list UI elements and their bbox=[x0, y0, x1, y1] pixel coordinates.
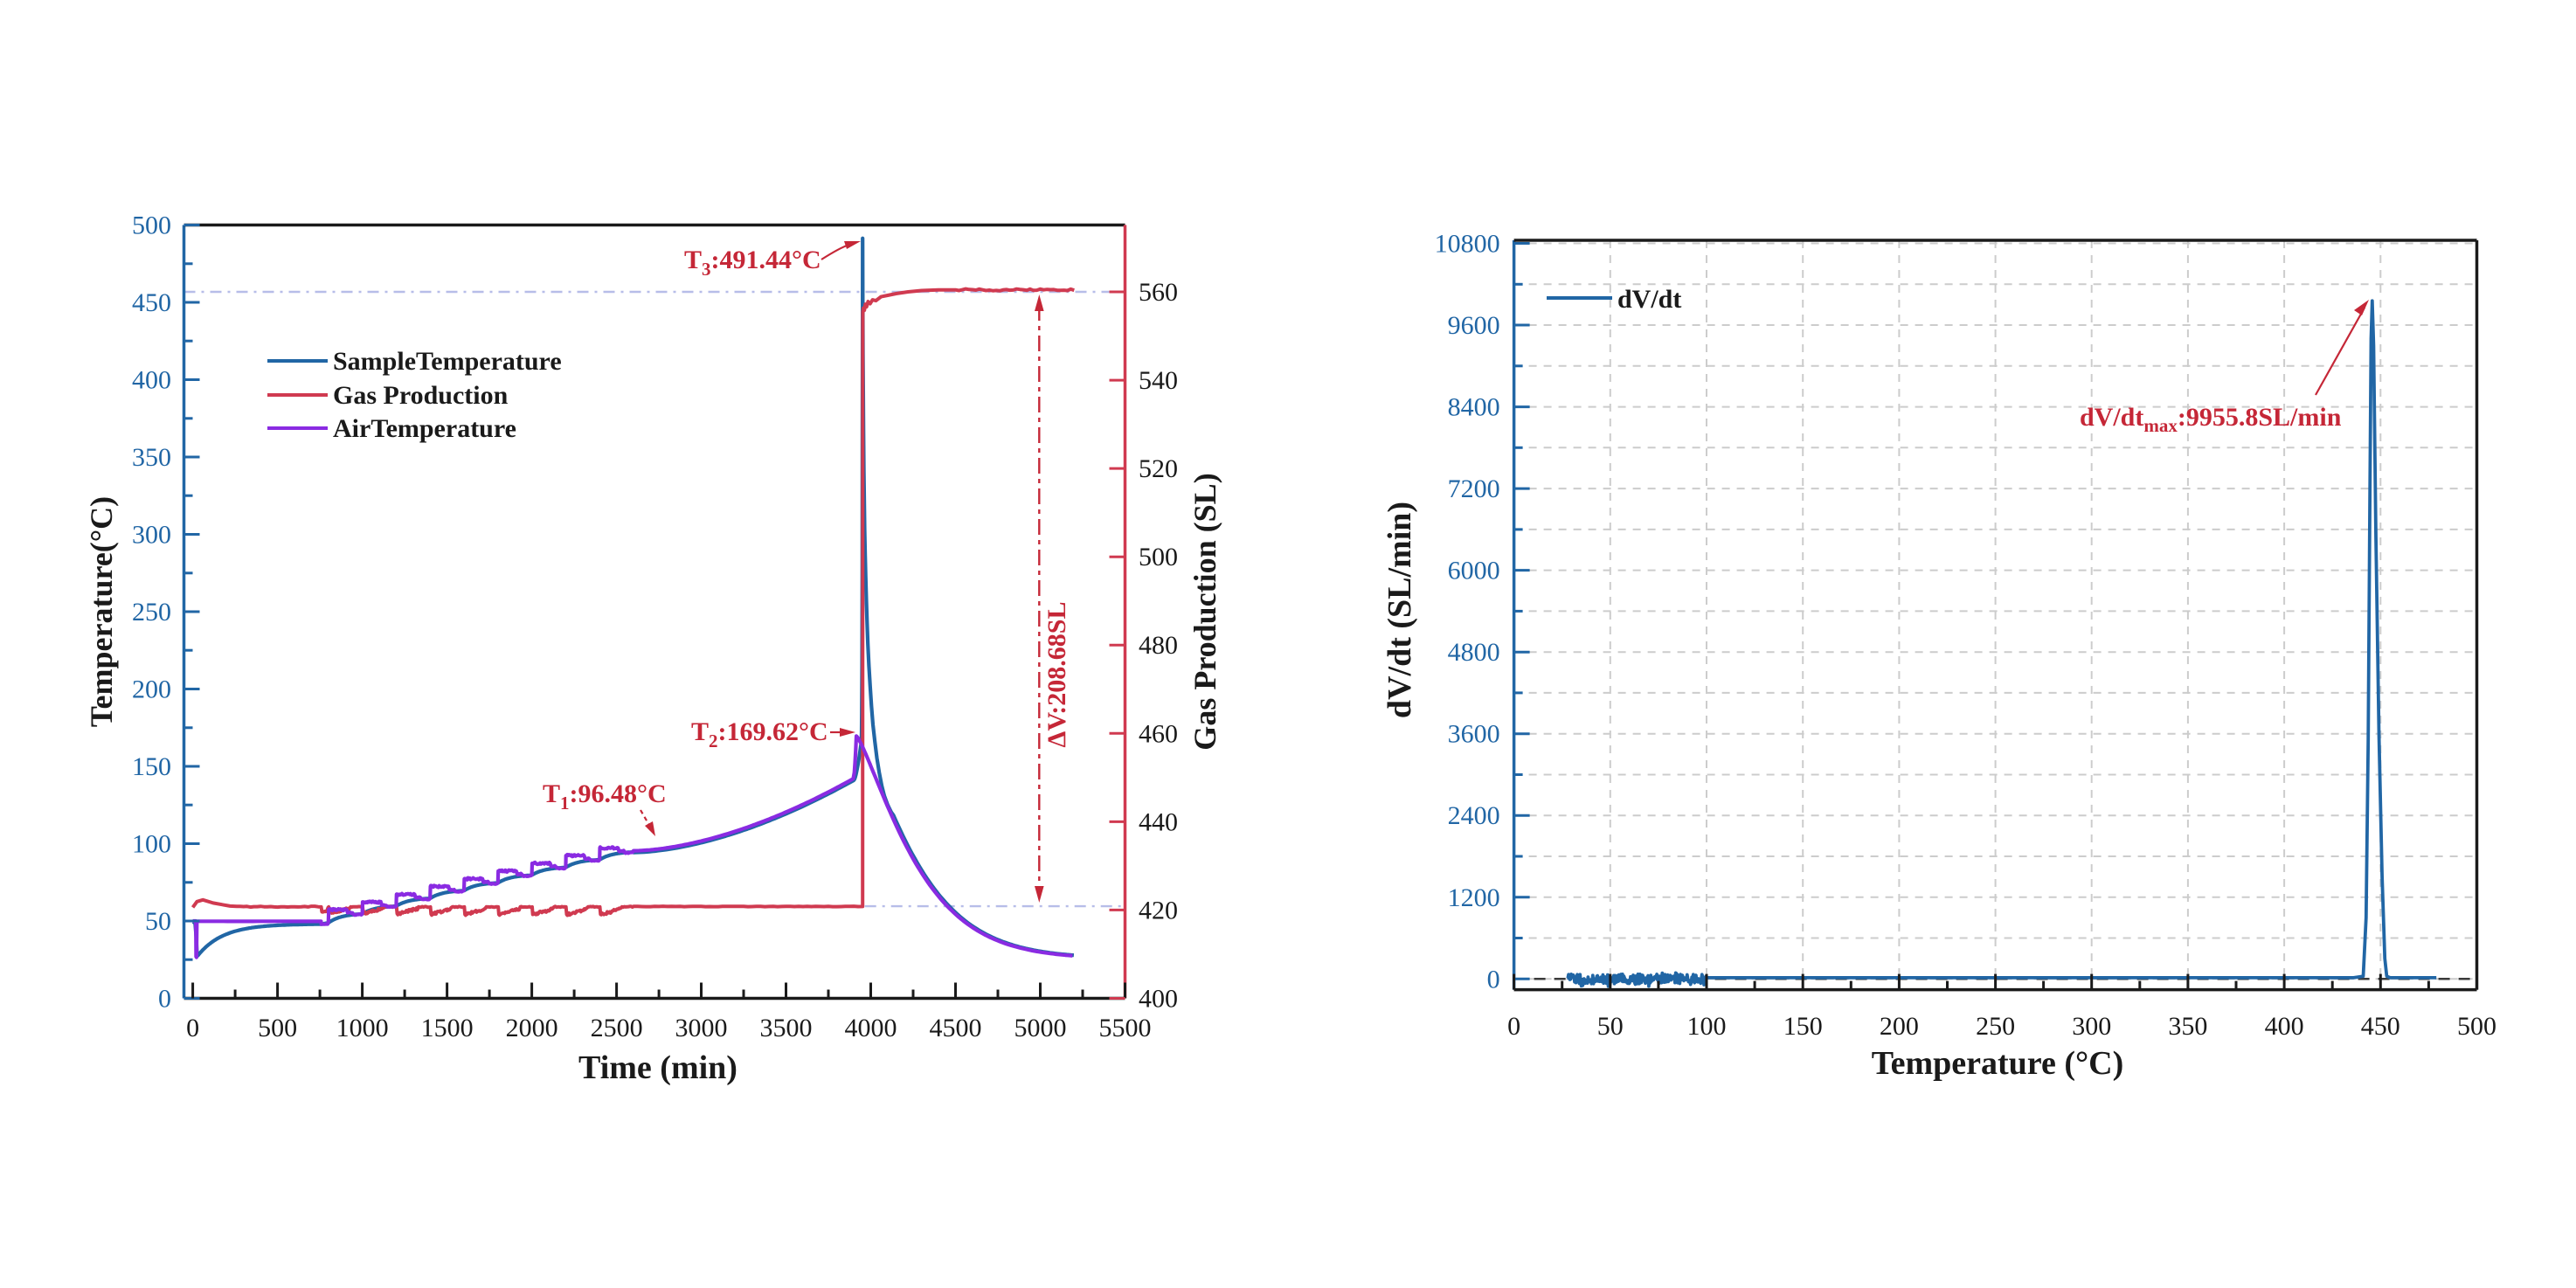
svg-text:9600: 9600 bbox=[1448, 311, 1500, 340]
svg-text:300: 300 bbox=[2072, 1012, 2111, 1041]
svg-text:dV/dt (SL/min): dV/dt (SL/min) bbox=[1381, 502, 1418, 718]
svg-text:50: 50 bbox=[1597, 1012, 1624, 1041]
svg-text:500: 500 bbox=[1139, 543, 1178, 571]
svg-text:4800: 4800 bbox=[1448, 638, 1500, 667]
svg-text:540: 540 bbox=[1139, 366, 1178, 395]
svg-text:Temperature(°C): Temperature(°C) bbox=[84, 496, 119, 727]
svg-text:150: 150 bbox=[132, 752, 171, 781]
svg-text:2000: 2000 bbox=[506, 1014, 558, 1042]
svg-text:ΔV:208.68SL: ΔV:208.68SL bbox=[1042, 602, 1071, 748]
svg-text:520: 520 bbox=[1139, 454, 1178, 483]
svg-text:400: 400 bbox=[132, 366, 171, 395]
svg-text:T2:169.62°C: T2:169.62°C bbox=[691, 717, 828, 751]
svg-text:SampleTemperature: SampleTemperature bbox=[333, 347, 562, 376]
svg-text:3500: 3500 bbox=[760, 1014, 813, 1042]
svg-text:8400: 8400 bbox=[1448, 393, 1500, 422]
svg-text:460: 460 bbox=[1139, 719, 1178, 748]
svg-text:Temperature (°C): Temperature (°C) bbox=[1872, 1045, 2124, 1082]
svg-text:1200: 1200 bbox=[1448, 883, 1500, 912]
svg-text:0: 0 bbox=[186, 1014, 199, 1042]
svg-text:4500: 4500 bbox=[930, 1014, 982, 1042]
svg-text:Time (min): Time (min) bbox=[578, 1049, 737, 1086]
svg-text:Gas Production: Gas Production bbox=[333, 381, 509, 410]
svg-text:100: 100 bbox=[1687, 1012, 1727, 1041]
svg-text:0: 0 bbox=[158, 985, 171, 1014]
svg-text:500: 500 bbox=[258, 1014, 297, 1042]
svg-text:250: 250 bbox=[132, 598, 171, 627]
svg-text:480: 480 bbox=[1139, 631, 1178, 660]
svg-text:420: 420 bbox=[1139, 896, 1178, 924]
svg-text:6000: 6000 bbox=[1448, 557, 1500, 585]
svg-text:450: 450 bbox=[2361, 1012, 2400, 1041]
svg-text:3000: 3000 bbox=[675, 1014, 728, 1042]
svg-text:350: 350 bbox=[2168, 1012, 2207, 1041]
svg-text:440: 440 bbox=[1139, 807, 1178, 836]
svg-text:5000: 5000 bbox=[1014, 1014, 1067, 1042]
svg-text:0: 0 bbox=[1487, 965, 1500, 994]
svg-text:7200: 7200 bbox=[1448, 474, 1500, 503]
svg-text:150: 150 bbox=[1783, 1012, 1823, 1041]
svg-text:560: 560 bbox=[1139, 278, 1178, 307]
svg-text:2400: 2400 bbox=[1448, 801, 1500, 830]
svg-text:200: 200 bbox=[1880, 1012, 1919, 1041]
svg-text:Gas Production (SL): Gas Production (SL) bbox=[1188, 473, 1222, 750]
svg-text:500: 500 bbox=[132, 211, 171, 240]
svg-text:5500: 5500 bbox=[1099, 1014, 1152, 1042]
svg-text:250: 250 bbox=[1976, 1012, 2015, 1041]
svg-text:100: 100 bbox=[132, 830, 171, 859]
svg-text:10800: 10800 bbox=[1435, 230, 1500, 259]
svg-text:1500: 1500 bbox=[421, 1014, 474, 1042]
svg-text:450: 450 bbox=[132, 288, 171, 317]
svg-text:500: 500 bbox=[2457, 1012, 2496, 1041]
svg-text:0: 0 bbox=[1507, 1012, 1520, 1041]
svg-text:1000: 1000 bbox=[336, 1014, 389, 1042]
svg-text:3600: 3600 bbox=[1448, 720, 1500, 749]
svg-text:50: 50 bbox=[145, 907, 171, 936]
svg-text:350: 350 bbox=[132, 443, 171, 472]
svg-text:200: 200 bbox=[132, 675, 171, 704]
svg-text:300: 300 bbox=[132, 521, 171, 550]
svg-text:dV/dt: dV/dt bbox=[1617, 285, 1681, 314]
svg-text:400: 400 bbox=[1139, 985, 1178, 1014]
svg-text:dV/dtmax:9955.8SL/min: dV/dtmax:9955.8SL/min bbox=[2080, 403, 2342, 436]
svg-text:AirTemperature: AirTemperature bbox=[333, 414, 516, 443]
svg-text:2500: 2500 bbox=[591, 1014, 643, 1042]
svg-text:400: 400 bbox=[2265, 1012, 2304, 1041]
svg-text:4000: 4000 bbox=[845, 1014, 897, 1042]
